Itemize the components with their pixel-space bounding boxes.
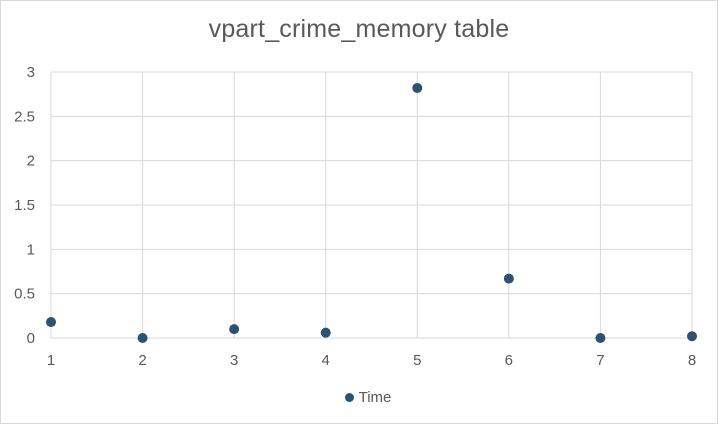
x-tick-label: 3 — [230, 352, 238, 369]
x-axis-tick-labels: 1 2 3 4 5 6 7 8 — [47, 352, 696, 369]
x-tick-label: 5 — [413, 352, 421, 369]
horizontal-gridlines — [51, 71, 692, 339]
series-points — [46, 82, 697, 343]
y-tick-label: 1.5 — [14, 197, 35, 214]
data-point — [503, 273, 514, 284]
chart-title: vpart_crime_memory table — [208, 15, 510, 43]
data-point — [595, 333, 606, 343]
data-point — [46, 317, 56, 328]
y-tick-label: 2.5 — [14, 108, 35, 125]
y-tick-label: 1 — [27, 241, 35, 258]
legend-marker-icon — [344, 393, 354, 402]
x-tick-label: 6 — [505, 352, 513, 369]
x-tick-label: 7 — [596, 352, 604, 369]
x-tick-label: 1 — [47, 352, 55, 369]
y-tick-label: 0.5 — [14, 286, 35, 303]
data-point — [137, 333, 148, 343]
y-tick-label: 0 — [27, 330, 35, 347]
y-tick-label: 3 — [27, 64, 35, 81]
legend-label: Time — [358, 389, 392, 406]
x-tick-label: 2 — [138, 352, 146, 369]
data-point — [687, 331, 697, 342]
y-tick-label: 2 — [27, 153, 35, 170]
data-point — [320, 327, 331, 338]
data-point — [229, 324, 240, 335]
x-tick-label: 4 — [322, 352, 330, 369]
data-point — [412, 82, 423, 93]
x-tick-label: 8 — [688, 352, 696, 369]
y-axis-tick-labels: 0 0.5 1 1.5 2 2.5 3 — [14, 64, 35, 347]
legend: Time — [0, 389, 718, 406]
